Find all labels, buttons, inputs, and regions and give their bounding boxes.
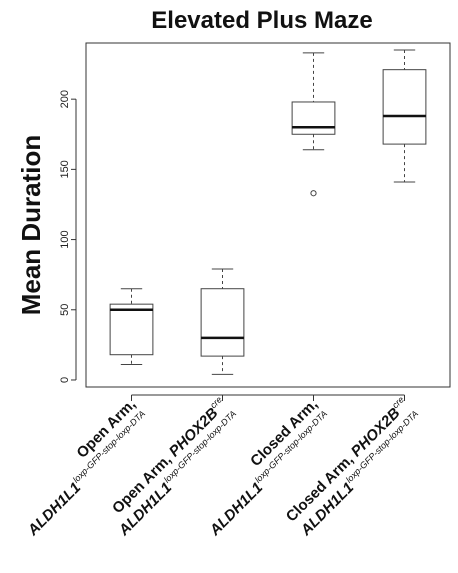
box-group <box>109 288 154 366</box>
y-axis: 0 50 100 150 200 <box>59 90 77 383</box>
box-group <box>291 52 336 197</box>
box-iqr <box>291 101 336 135</box>
box-iqr <box>200 288 245 357</box>
box-iqr <box>109 303 154 356</box>
label-text: ALDH1L1 <box>206 479 266 539</box>
box-group <box>200 268 245 375</box>
y-tick-label: 100 <box>59 230 71 248</box>
y-tick-label: 200 <box>59 90 71 108</box>
box-iqr <box>382 69 427 145</box>
chart-title: Elevated Plus Maze <box>151 7 372 34</box>
y-tick-label: 50 <box>59 304 71 316</box>
plot-area-frame <box>85 42 451 388</box>
x-axis: Open Arm,ALDH1L1loxp-GFP-stop-loxp-DTAOp… <box>24 394 420 539</box>
box-series <box>109 49 427 375</box>
outlier-point <box>310 190 317 197</box>
y-tick-label: 150 <box>59 160 71 178</box>
y-axis-label: Mean Duration <box>16 135 46 316</box>
box-group <box>382 49 427 183</box>
y-tick-label: 0 <box>59 377 71 383</box>
label-text: ALDH1L1 <box>24 479 84 539</box>
